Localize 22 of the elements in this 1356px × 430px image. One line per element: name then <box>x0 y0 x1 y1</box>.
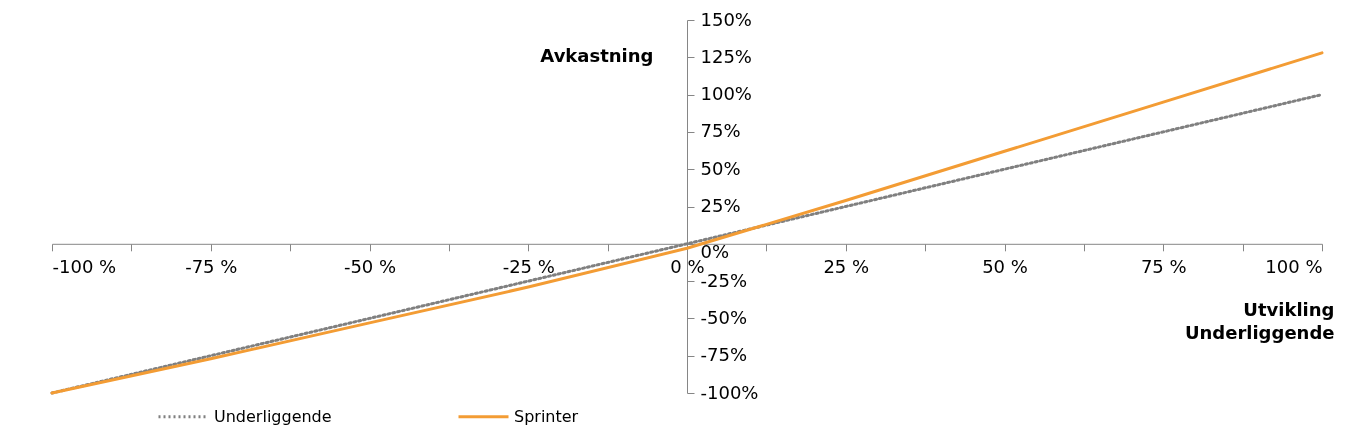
y-tick-label: -50% <box>700 306 748 328</box>
x-tick-label: -100 % <box>52 256 117 278</box>
x-tick-label: 75 % <box>1140 256 1187 278</box>
y-tick-label: 25% <box>700 195 741 216</box>
y-tick-label: 75% <box>700 120 741 142</box>
x-axis-title: Utvikling Underliggende <box>1184 299 1335 344</box>
y-tick-label: 100% <box>700 83 752 105</box>
x-tick-label: -25 % <box>502 256 555 278</box>
y-tick-label: 125% <box>700 45 752 67</box>
x-tick-label: 100 % <box>1265 256 1323 278</box>
y-tick-label: -100% <box>700 381 759 403</box>
x-tick-label: -75 % <box>185 256 238 278</box>
legend-label: Sprinter <box>514 406 579 426</box>
y-tick-label: 50% <box>700 157 741 179</box>
legend-label: Underliggende <box>214 406 332 426</box>
x-tick-label: -50 % <box>343 256 397 278</box>
y-tick-label: 150% <box>700 8 752 30</box>
x-tick-label: 25 % <box>823 256 870 278</box>
y-axis-title: Avkastning <box>540 44 654 66</box>
y-tick-label: -75% <box>700 344 748 366</box>
x-tick-label: 50 % <box>982 256 1028 278</box>
y-tick-label: 0% <box>700 241 730 263</box>
